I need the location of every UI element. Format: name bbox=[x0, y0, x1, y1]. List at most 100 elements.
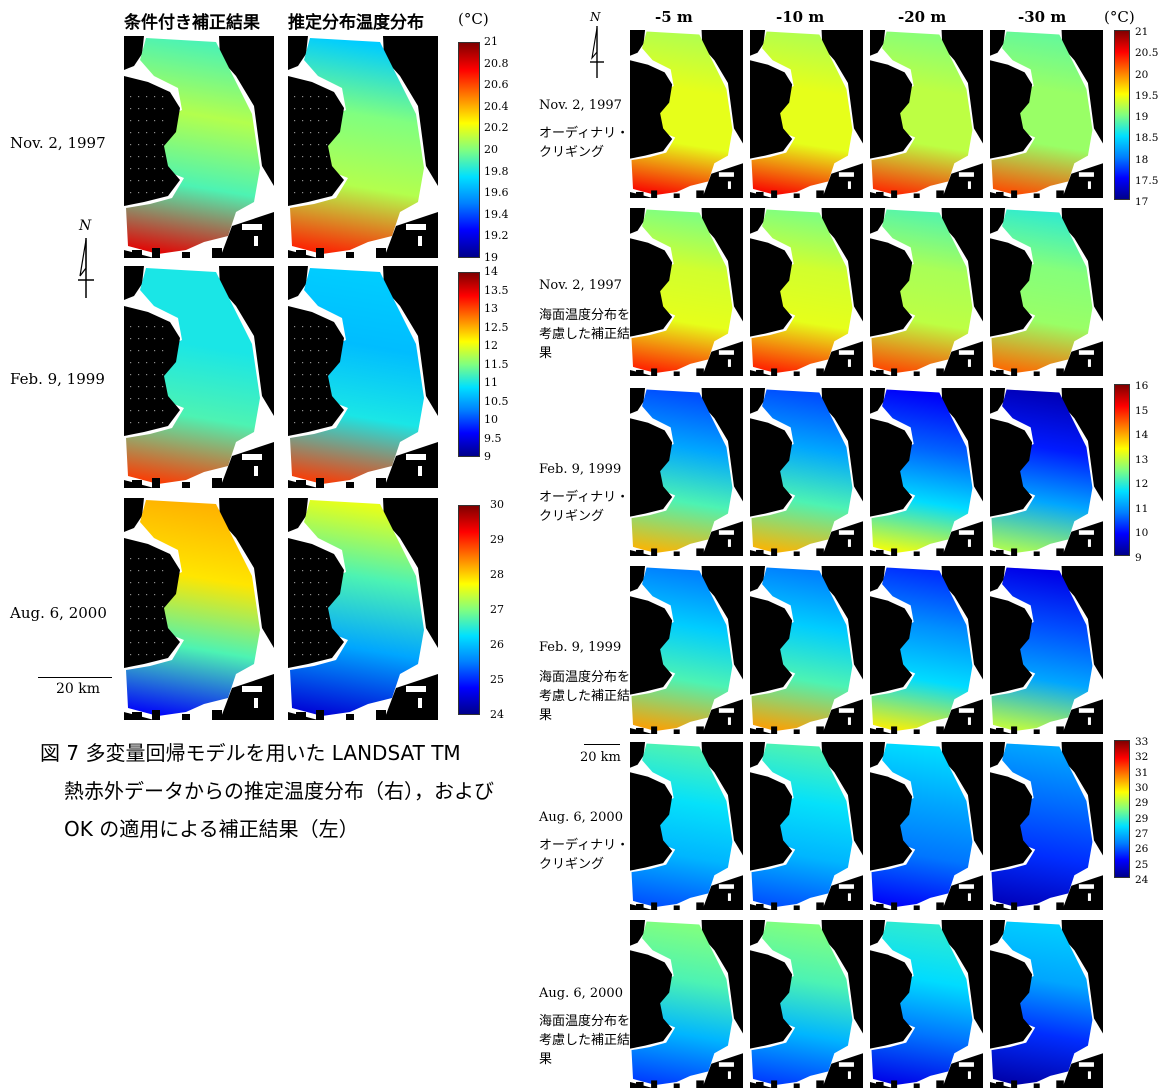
right-row-date: Feb. 9, 1999 bbox=[539, 640, 622, 655]
right-colorbar-aug-tick: 32 bbox=[1135, 751, 1149, 764]
left-colorbar-nov-tick: 19.4 bbox=[484, 207, 509, 221]
left-colorbar-feb-tick: 13 bbox=[484, 302, 498, 315]
right-colorbar-nov-tick: 17 bbox=[1135, 196, 1149, 208]
right-colorbar-nov-tick: 18.5 bbox=[1135, 132, 1159, 145]
left-north-arrow: N bbox=[74, 218, 98, 302]
right-header-depth-30: -30 m bbox=[1018, 8, 1067, 26]
right-colorbar-aug-tick: 26 bbox=[1135, 843, 1149, 856]
left-colorbar-feb-tick: 10.5 bbox=[484, 394, 509, 408]
right-row-date: Nov. 2, 1997 bbox=[539, 98, 622, 113]
right-map-row0-depth10 bbox=[750, 30, 863, 198]
left-map-feb-corrected bbox=[124, 266, 274, 488]
right-row-method: オーディナリ・クリギング bbox=[539, 838, 630, 872]
left-map-nov-corrected bbox=[124, 36, 274, 258]
left-colorbar-nov-tick: 20.6 bbox=[484, 78, 509, 92]
right-row-date: Aug. 6, 2000 bbox=[539, 986, 623, 1001]
left-colorbar-feb-tick: 14 bbox=[484, 265, 498, 278]
left-colorbar-aug-tick: 30 bbox=[490, 498, 504, 511]
left-colorbar-feb-tick: 11 bbox=[484, 376, 498, 389]
right-map-row2-depth30 bbox=[990, 388, 1103, 556]
left-header-corrected: 条件付き補正結果 bbox=[124, 13, 260, 33]
right-map-row0-depth5 bbox=[630, 30, 743, 198]
right-row-method: オーディナリ・クリギング bbox=[539, 126, 630, 160]
right-colorbar-aug-tick: 25 bbox=[1135, 858, 1149, 871]
right-map-row5-depth10 bbox=[750, 920, 863, 1088]
right-map-row0-depth20 bbox=[870, 30, 983, 198]
right-map-row4-depth5 bbox=[630, 742, 743, 910]
right-row-method: 海面温度分布を考慮した補正結果 bbox=[539, 308, 631, 361]
left-colorbar-nov-tick: 20.2 bbox=[484, 121, 509, 135]
right-header-depth-10: -10 m bbox=[776, 8, 825, 26]
left-colorbar-nov-tick: 19 bbox=[484, 251, 498, 264]
left-row-label-feb: Feb. 9, 1999 bbox=[10, 370, 105, 388]
left-colorbar-nov-tick: 19.2 bbox=[484, 229, 509, 243]
right-north-label: N bbox=[590, 10, 601, 24]
right-row-date: Feb. 9, 1999 bbox=[539, 462, 622, 477]
left-scale-bar bbox=[38, 677, 112, 678]
caption-line-3: OK の適用による補正結果（左） bbox=[64, 817, 359, 841]
right-colorbar-nov-tick: 18 bbox=[1135, 153, 1149, 166]
right-colorbar-feb-gradient bbox=[1114, 384, 1130, 556]
left-map-aug-estimated bbox=[288, 498, 438, 720]
left-row-label-aug: Aug. 6, 2000 bbox=[10, 604, 107, 622]
right-colorbar-aug-tick: 31 bbox=[1135, 766, 1149, 779]
left-colorbar-nov-tick: 21 bbox=[484, 35, 498, 48]
right-map-row1-depth5 bbox=[630, 208, 743, 376]
right-colorbar-feb-tick: 15 bbox=[1135, 404, 1149, 417]
left-unit-label: (°C) bbox=[458, 10, 489, 28]
left-north-label: N bbox=[79, 218, 92, 234]
left-colorbar-feb-tick: 13.5 bbox=[484, 283, 509, 297]
left-map-feb-estimated bbox=[288, 266, 438, 488]
right-colorbar-nov-tick: 20 bbox=[1135, 68, 1149, 81]
right-map-row0-depth30 bbox=[990, 30, 1103, 198]
left-scale-label: 20 km bbox=[56, 681, 101, 697]
left-colorbar-aug-tick: 25 bbox=[490, 673, 504, 686]
right-map-row5-depth20 bbox=[870, 920, 983, 1088]
right-header-depth-20: -20 m bbox=[898, 8, 947, 26]
left-colorbar-feb-gradient bbox=[458, 272, 480, 457]
left-colorbar-aug-tick: 29 bbox=[490, 533, 504, 546]
right-colorbar-aug-tick: 29 bbox=[1135, 812, 1149, 825]
right-colorbar-nov-tick: 20.5 bbox=[1135, 47, 1159, 60]
right-map-row3-depth30 bbox=[990, 566, 1103, 734]
left-colorbar-aug-tick: 26 bbox=[490, 638, 504, 651]
right-map-row1-depth20 bbox=[870, 208, 983, 376]
left-colorbar-feb-tick: 9 bbox=[484, 450, 491, 463]
left-header-estimated: 推定分布温度分布 bbox=[288, 13, 424, 33]
right-map-row3-depth10 bbox=[750, 566, 863, 734]
right-colorbar-feb-tick: 16 bbox=[1135, 380, 1149, 392]
right-colorbar-feb-tick: 9 bbox=[1135, 552, 1142, 564]
right-map-row1-depth10 bbox=[750, 208, 863, 376]
right-map-row5-depth5 bbox=[630, 920, 743, 1088]
left-colorbar-feb-tick: 11.5 bbox=[484, 357, 509, 371]
right-map-row3-depth5 bbox=[630, 566, 743, 734]
left-colorbar-aug-tick: 24 bbox=[490, 708, 504, 721]
right-row-method: 海面温度分布を考慮した補正結果 bbox=[539, 1014, 631, 1067]
left-colorbar-feb-tick: 10 bbox=[484, 413, 498, 426]
left-colorbar-nov-gradient bbox=[458, 42, 480, 258]
right-row-method: 海面温度分布を考慮した補正結果 bbox=[539, 670, 631, 723]
right-scale-label: 20 km bbox=[580, 750, 621, 765]
right-colorbar-aug-tick: 30 bbox=[1135, 782, 1149, 794]
right-map-row4-depth10 bbox=[750, 742, 863, 910]
right-colorbar-feb-tick: 10 bbox=[1135, 527, 1149, 540]
left-colorbar-feb-tick: 12 bbox=[484, 339, 498, 352]
left-map-aug-corrected bbox=[124, 498, 274, 720]
right-colorbar-feb-tick: 11 bbox=[1135, 502, 1149, 515]
right-map-row5-depth30 bbox=[990, 920, 1103, 1088]
right-map-row2-depth20 bbox=[870, 388, 983, 556]
left-colorbar-feb-tick: 12.5 bbox=[484, 320, 509, 334]
right-colorbar-aug-tick: 27 bbox=[1135, 828, 1149, 840]
caption-line-1: 図 7 多変量回帰モデルを用いた LANDSAT TM bbox=[40, 741, 461, 765]
north-arrow-icon bbox=[78, 238, 94, 298]
left-colorbar-nov-tick: 19.8 bbox=[484, 164, 509, 178]
right-colorbar-aug-tick: 29 bbox=[1135, 797, 1149, 810]
left-colorbar-nov-tick: 20.4 bbox=[484, 99, 509, 113]
right-map-row1-depth30 bbox=[990, 208, 1103, 376]
right-colorbar-nov-tick: 21 bbox=[1135, 26, 1149, 38]
right-map-row4-depth30 bbox=[990, 742, 1103, 910]
left-colorbar-aug-tick: 28 bbox=[490, 568, 504, 581]
north-arrow-icon bbox=[590, 26, 604, 78]
right-scale-bar bbox=[584, 744, 620, 745]
right-row-date: Nov. 2, 1997 bbox=[539, 278, 622, 293]
